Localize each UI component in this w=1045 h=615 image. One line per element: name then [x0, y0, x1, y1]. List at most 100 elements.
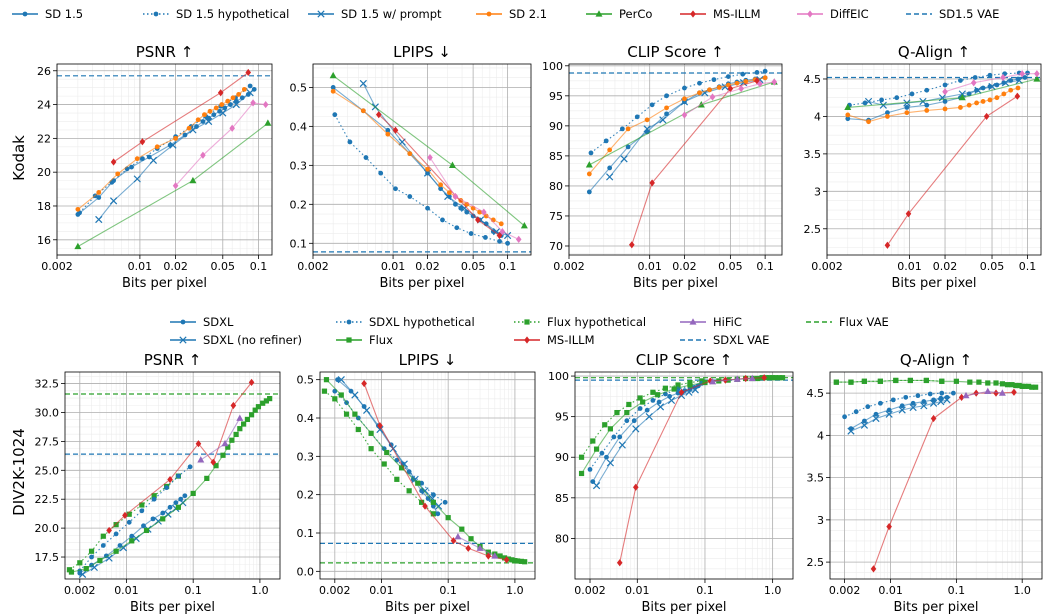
series-flux-hypothetical-point — [419, 499, 425, 505]
series-flux-hypothetical-point — [381, 461, 387, 467]
series-ms-illm-point — [167, 475, 173, 484]
series-flux-hypothetical-line — [324, 390, 434, 515]
series-diffeic-point — [942, 88, 948, 96]
panel-title: LPIPS ↓ — [393, 43, 451, 61]
series-sd-1-5-hypothetical-point — [682, 85, 687, 91]
series-sd-1-5-hypothetical-point — [347, 139, 353, 145]
series-sd-2-1-point — [115, 171, 121, 177]
series-flux-point — [267, 395, 273, 402]
series-sdxl-line — [850, 396, 948, 430]
series-flux-point — [143, 527, 150, 534]
x-axis-label: Bits per pixel — [379, 276, 464, 291]
series-hific-point — [236, 414, 244, 421]
series-sd-2-1-point — [207, 108, 213, 114]
series-ms-illm-point — [450, 537, 457, 545]
series-ms-illm-point — [870, 565, 877, 573]
series-sd-1-5-hypothetical-point — [942, 82, 948, 88]
panel-title: LPIPS ↓ — [399, 351, 457, 369]
series-sd-1-5-point — [607, 165, 613, 171]
series-flux-point — [1004, 382, 1011, 388]
series-flux-hypothetical-point — [321, 388, 328, 394]
legend-entry-sd-1-5: SD 1.5 — [12, 7, 83, 21]
series-flux-point — [985, 380, 991, 386]
series-sd-2-1-point — [236, 92, 242, 97]
series-sd-1-5-hypothetical-point — [725, 74, 731, 80]
x-tick-label: 0.002 — [319, 584, 351, 597]
series-flux-point — [97, 557, 103, 564]
series-sdxl-hypothetical-point — [865, 404, 871, 410]
series-ms-illm-point — [503, 556, 510, 564]
series-ms-illm-point — [248, 378, 255, 387]
series-sdxl-hypothetical-point — [419, 480, 425, 486]
panel-0: 0.002 0.01 0.02 0.05 0.1 16 18 20 22 24 26 PSNR ↑ Bi… — [37, 43, 273, 291]
series-ms-illm-point — [496, 231, 503, 240]
series-flux-hypothetical-point — [578, 454, 585, 460]
series-flux-point — [430, 499, 436, 505]
series-flux-point — [233, 431, 239, 438]
series-sd-2-1-point — [241, 86, 247, 92]
series-sd-1-5-w-prompt-point — [219, 109, 227, 117]
series-flux-point — [190, 490, 196, 497]
series-flux-point — [83, 565, 89, 572]
series-sdxl-no-refiner--point — [943, 396, 951, 404]
x-tick-label: 0.01 — [369, 584, 394, 597]
series-sdxl-point — [335, 377, 340, 383]
series-sd-1-5-hypothetical-point — [697, 80, 702, 86]
series-hific-point — [733, 375, 741, 382]
series-sd-1-5-point — [228, 102, 233, 107]
series-diffeic-line — [429, 157, 519, 240]
x-tick-label: 0.002 — [553, 260, 585, 273]
series-sdxl-hypothetical-line — [589, 382, 703, 470]
series-hific-point — [998, 389, 1006, 396]
series-ms-illm-point — [195, 440, 202, 448]
x-tick-label: 0.002 — [297, 260, 329, 273]
series-perco-line — [589, 81, 775, 166]
x-tick-label: 1.0 — [1013, 584, 1031, 597]
series-perco-point — [189, 176, 197, 184]
series-flux-point — [248, 412, 255, 418]
plot-area — [827, 70, 1041, 249]
series-flux-point — [497, 553, 503, 559]
series-flux-point — [515, 558, 521, 564]
series-sd-1-5-w-prompt-point — [879, 101, 887, 109]
series-diffeic-point — [481, 208, 487, 216]
series-flux-point — [244, 416, 251, 423]
series-sd-2-1-point — [697, 90, 702, 96]
series-flux-point — [893, 377, 899, 384]
series-flux-point — [687, 382, 693, 388]
series-flux-point — [225, 444, 231, 450]
y-tick-label: 0.5 — [290, 81, 308, 94]
series-ms-illm-point — [422, 502, 428, 510]
panel-title: CLIP Score ↑ — [627, 43, 723, 61]
series-sdxl-hypothetical-point — [637, 406, 643, 411]
legend-marker — [346, 319, 352, 325]
series-sd-1-5-hypothetical-point — [987, 72, 993, 78]
series-flux-hypothetical-point — [626, 401, 632, 408]
series-sdxl-point — [182, 493, 188, 499]
series-flux-hypothetical-point — [675, 382, 681, 388]
series-flux-point — [861, 378, 868, 384]
series-flux-point — [501, 555, 508, 561]
series-sdxl-hypothetical-point — [890, 397, 896, 403]
series-sdxl-point — [631, 418, 637, 424]
plot-area — [313, 71, 531, 253]
series-sdxl-point — [178, 496, 184, 502]
series-flux-point — [175, 504, 181, 510]
x-axis-label: Bits per pixel — [385, 600, 470, 615]
series-sd-1-5-point — [330, 84, 336, 90]
x-tick-label: 0.1 — [184, 584, 202, 597]
series-sd-1-5-hypothetical-point — [588, 150, 594, 156]
x-tick-label: 0.1 — [499, 260, 517, 273]
series-sd-1-5-w-prompt-point — [359, 79, 367, 88]
series-ms-illm-point — [649, 179, 655, 187]
legend-label: SDXL VAE — [713, 333, 769, 347]
series-flux-hypothetical-point — [332, 396, 338, 402]
series-sd-2-1-point — [96, 190, 102, 195]
series-sd-1-5-w-prompt-line — [868, 79, 1020, 106]
series-flux-point — [220, 452, 226, 458]
series-ms-illm-point — [377, 422, 383, 430]
series-sdxl-point — [910, 400, 916, 406]
series-flux-point — [766, 375, 773, 381]
x-tick-label: 0.02 — [933, 260, 958, 273]
series-ms-illm-point — [217, 89, 224, 97]
